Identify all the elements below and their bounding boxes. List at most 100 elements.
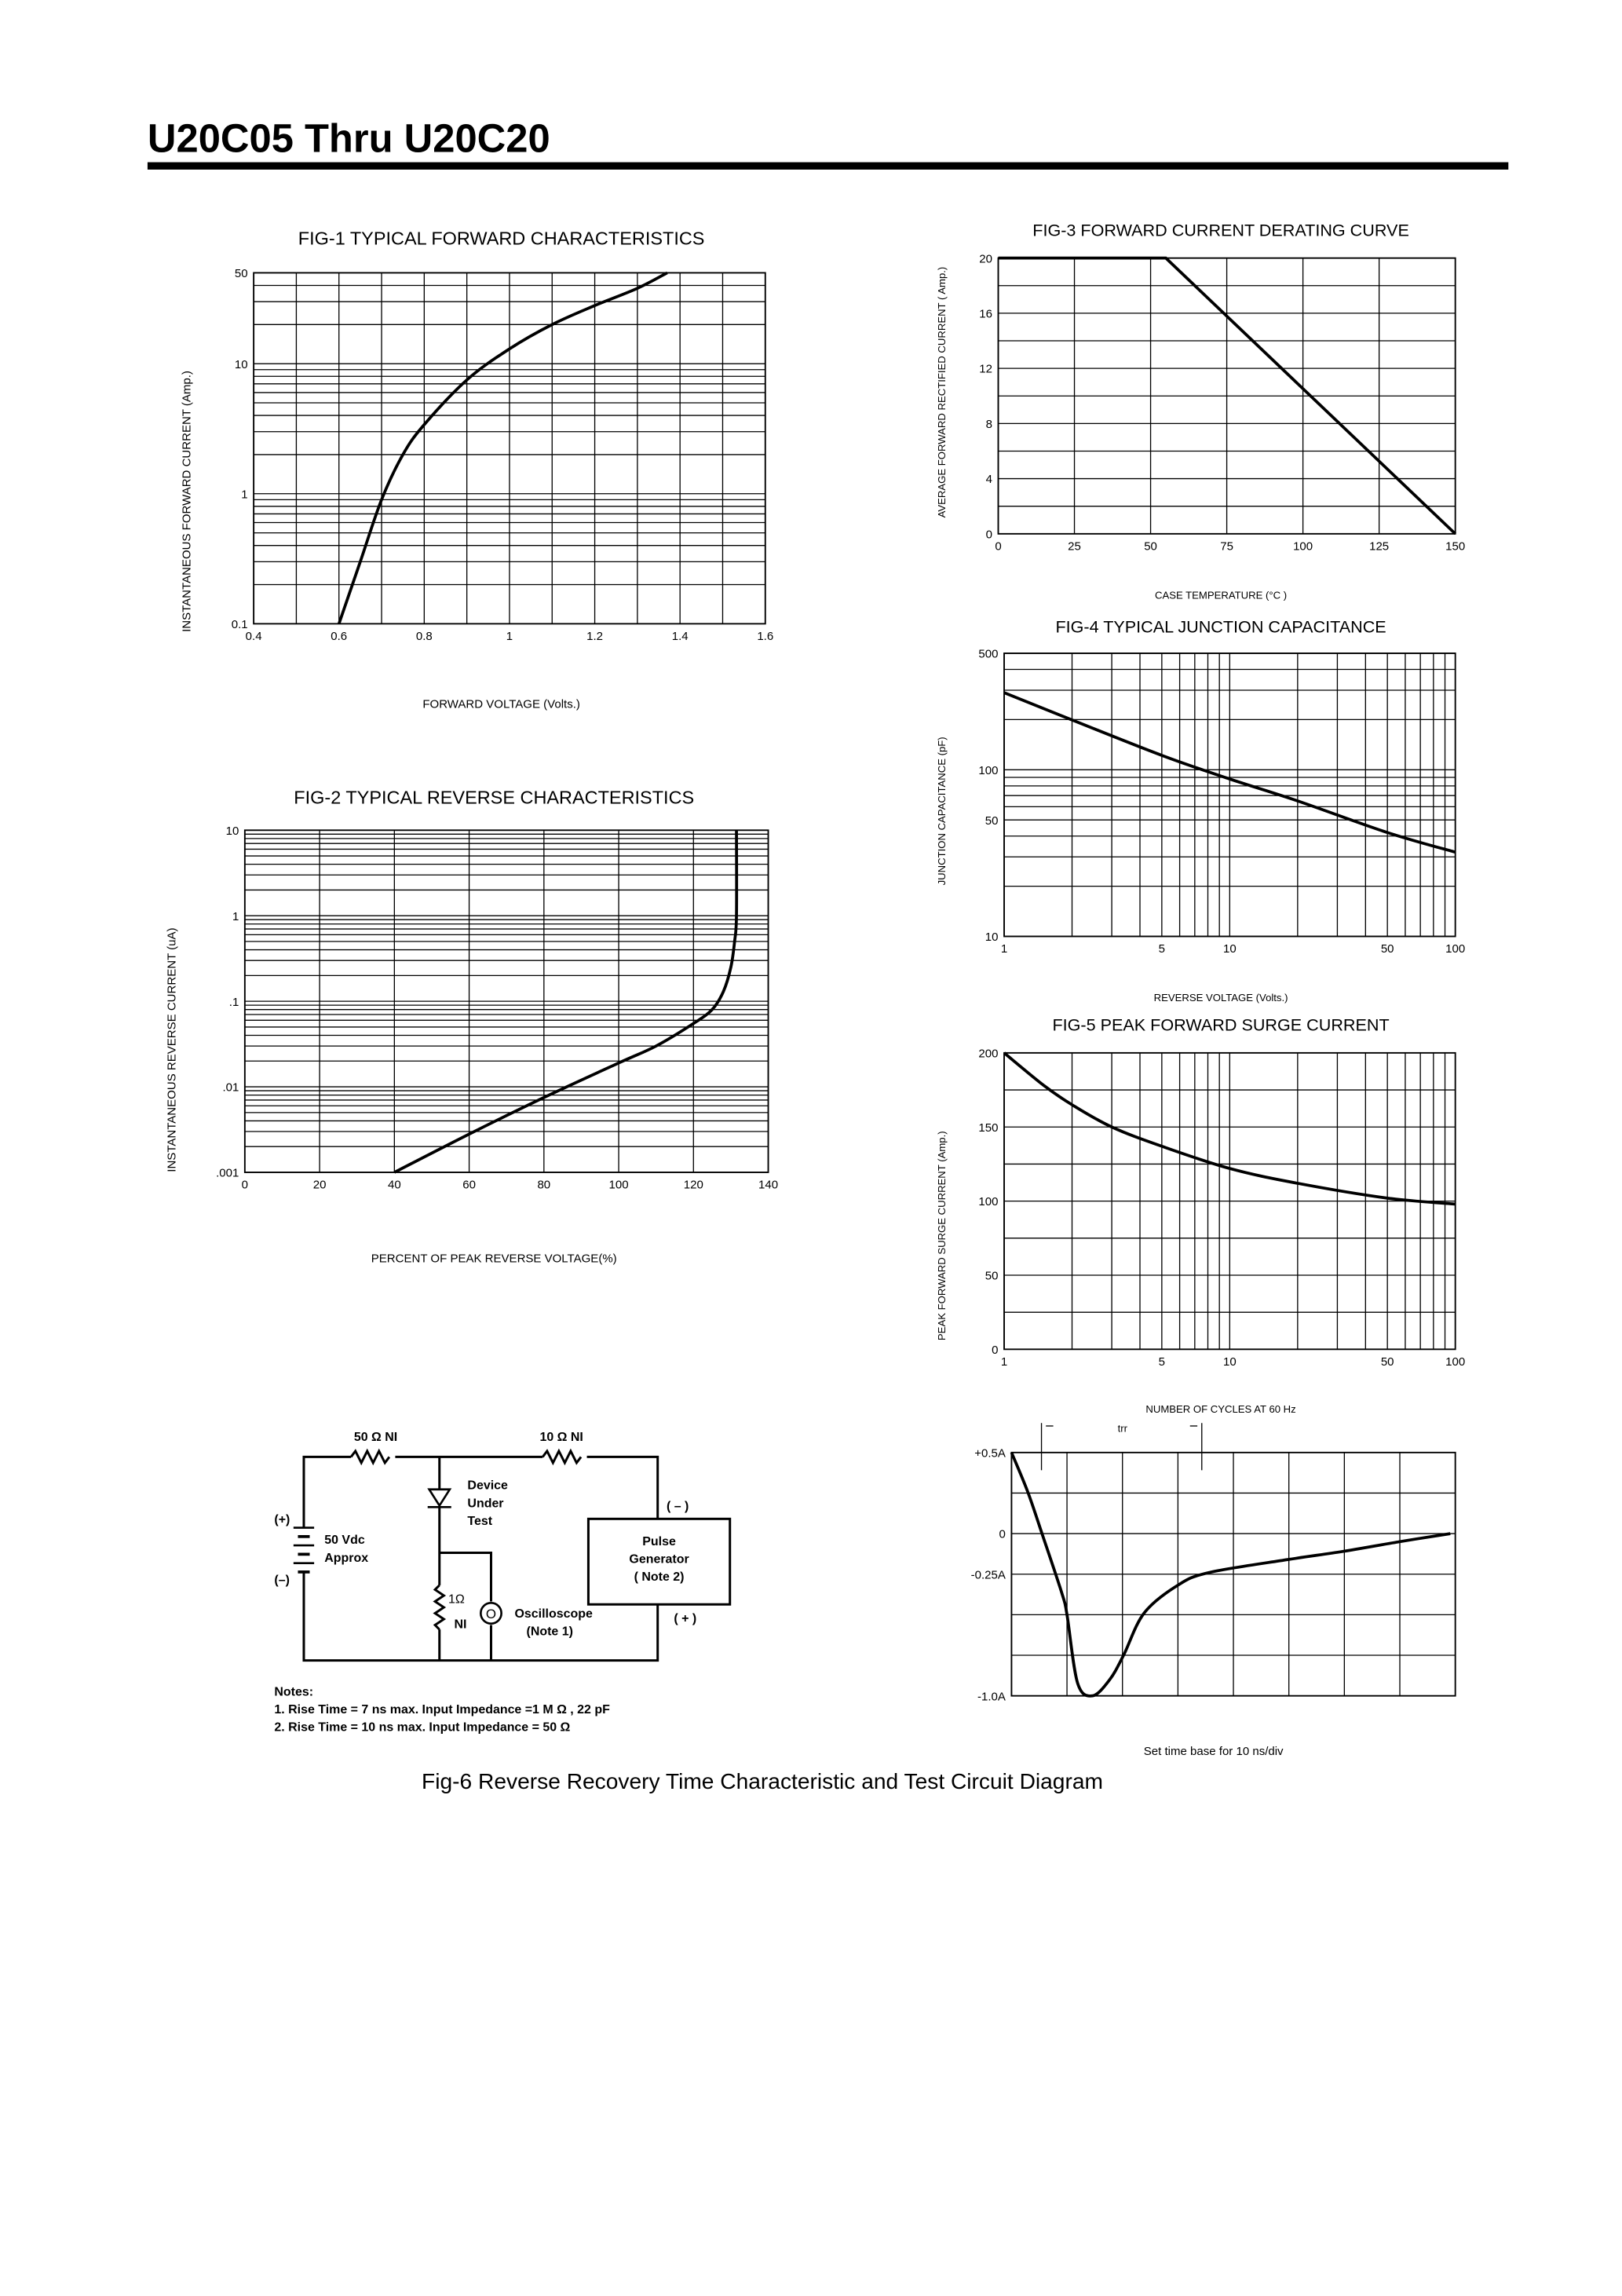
dut-label-3: Test: [467, 1515, 492, 1528]
fig4-chart: FIG-4 TYPICAL JUNCTION CAPACITANCE REVER…: [936, 617, 1465, 1004]
circuit-wires: [302, 1455, 659, 1662]
x-tick-label: 50: [1144, 539, 1157, 553]
y-tick-label: 50: [235, 267, 248, 280]
pulse-plus: ( + ): [674, 1612, 696, 1625]
x-tick-label: 0: [242, 1179, 248, 1192]
fig1-title: FIG-1 TYPICAL FORWARD CHARACTERISTICS: [298, 229, 705, 249]
y-tick-label: .001: [216, 1167, 239, 1180]
fig5-chart: FIG-5 PEAK FORWARD SURGE CURRENT NUMBER …: [936, 1015, 1465, 1415]
y-tick-label: 10: [985, 930, 999, 944]
x-tick-label: 5: [1159, 1355, 1165, 1369]
note-2: 2. Rise Time = 10 ns max. Input Impedanc…: [274, 1721, 570, 1735]
fig4-xlabel: REVERSE VOLTAGE (Volts.): [1154, 992, 1288, 1004]
fig4-plot: 1 5 10 50 100 500 100 50 10: [978, 648, 1465, 956]
x-tick-label: 25: [1068, 539, 1081, 553]
battery-label-1: 50 Vdc: [324, 1534, 365, 1547]
y-tick-label: 10: [226, 824, 239, 838]
y-tick-label: 16: [979, 308, 992, 321]
r2-label: 10 Ω NI: [539, 1431, 583, 1444]
resistor-1-ohm-icon: [433, 1584, 447, 1631]
y-tick-label: 50: [985, 814, 999, 828]
fig6-caption: Fig-6 Reverse Recovery Time Characterist…: [422, 1769, 1103, 1793]
y-tick-label: 1: [232, 910, 239, 923]
x-tick-label: 0.4: [246, 630, 262, 643]
fig6-trr-label: trr: [1118, 1423, 1128, 1435]
y-tick-label: +0.5A: [974, 1446, 1006, 1460]
scope-label-1: Oscilloscope: [515, 1607, 593, 1621]
x-tick-label: 50: [1381, 942, 1394, 956]
y-tick-label: 100: [978, 764, 998, 777]
data-curve: [998, 256, 1456, 536]
x-tick-label: 50: [1381, 1355, 1394, 1369]
plot-frame: [253, 272, 766, 625]
y-tick-label: 0: [986, 528, 992, 541]
x-tick-label: 0.6: [331, 630, 347, 643]
fig2-title: FIG-2 TYPICAL REVERSE CHARACTERISTICS: [294, 787, 694, 807]
pulse-label-2: Generator: [629, 1553, 689, 1567]
x-tick-label: 80: [537, 1179, 550, 1192]
fig3-xlabel: CASE TEMPERATURE (°C ): [1155, 589, 1287, 601]
fig4-title: FIG-4 TYPICAL JUNCTION CAPACITANCE: [1055, 617, 1386, 637]
fig3-title: FIG-3 FORWARD CURRENT DERATING CURVE: [1032, 220, 1409, 239]
r1-label: 50 Ω NI: [354, 1431, 397, 1444]
x-tick-label: 10: [1223, 942, 1237, 956]
r3-ni: NI: [455, 1618, 467, 1631]
y-tick-label: 20: [979, 252, 992, 265]
x-tick-label: 0: [995, 539, 1001, 553]
pulse-generator-box: [586, 1517, 732, 1606]
plot-frame: [997, 257, 1456, 535]
header-rule: [147, 162, 1509, 170]
x-tick-label: 150: [1445, 539, 1465, 553]
x-tick-label: 60: [462, 1179, 476, 1192]
test-circuit-diagram: O 50 Ω NI 10 Ω NI Device Under Test (+) …: [274, 1431, 732, 1735]
fig2-plot: 0 20 40 60 80 100 120 140 10 1 .1 .01 .001: [216, 824, 778, 1192]
plot-frame: [1010, 1451, 1456, 1697]
pulse-minus: ( – ): [667, 1500, 689, 1513]
r3-label: 1Ω: [448, 1592, 465, 1606]
fig1-chart: FIG-1 TYPICAL FORWARD CHARACTERISTICS FO…: [180, 229, 773, 711]
battery-minus: (–): [274, 1574, 289, 1587]
pulse-label-1: Pulse: [642, 1535, 676, 1548]
y-tick-label: 500: [978, 648, 998, 661]
fig5-ylabel: PEAK FORWARD SURGE CURRENT (Amp.): [936, 1131, 948, 1340]
x-tick-label: 1.6: [757, 630, 773, 643]
fig2-chart: FIG-2 TYPICAL REVERSE CHARACTERISTICS PE…: [166, 787, 778, 1265]
y-tick-label: 8: [986, 418, 992, 431]
x-tick-label: 5: [1159, 942, 1165, 956]
fig5-title: FIG-5 PEAK FORWARD SURGE CURRENT: [1052, 1015, 1389, 1035]
x-tick-label: 140: [758, 1179, 778, 1192]
x-tick-label: 100: [1445, 942, 1465, 956]
battery-icon: [293, 1526, 315, 1574]
plot-frame: [1003, 1051, 1456, 1351]
plot-frame: [1003, 653, 1456, 938]
fig3-chart: FIG-3 FORWARD CURRENT DERATING CURVE CAS…: [936, 220, 1465, 601]
fig6-plot: +0.5A 0 -0.25A -1.0A: [971, 1423, 1456, 1703]
fig2-xlabel: PERCENT OF PEAK REVERSE VOLTAGE(%): [371, 1252, 617, 1266]
x-tick-label: 75: [1220, 539, 1233, 553]
y-tick-label: -1.0A: [977, 1690, 1006, 1703]
x-tick-label: 20: [313, 1179, 327, 1192]
y-tick-label: 150: [978, 1121, 998, 1135]
fig1-xlabel: FORWARD VOLTAGE (Volts.): [422, 697, 580, 711]
data-curve: [1003, 1051, 1456, 1206]
x-tick-label: 1: [506, 630, 513, 643]
x-tick-label: 0.8: [416, 630, 433, 643]
fig3-plot: 0 25 50 75 100 125 150 20 16 12 8 4 0: [979, 252, 1465, 553]
y-tick-label: 12: [979, 363, 992, 376]
data-curve: [393, 830, 739, 1174]
data-curve: [1003, 691, 1456, 854]
battery-label-2: Approx: [324, 1552, 368, 1565]
y-tick-label: 10: [235, 358, 248, 371]
battery-plus: (+): [274, 1513, 290, 1526]
y-tick-label: 50: [985, 1270, 999, 1283]
x-tick-label: 10: [1223, 1355, 1237, 1369]
x-tick-label: 1.2: [586, 630, 603, 643]
dut-label-2: Under: [467, 1497, 503, 1510]
fig1-plot: 0.4 0.6 0.8 1 1.2 1.4 1.6 50 10 1 0.1: [232, 267, 773, 643]
x-tick-label: 125: [1369, 539, 1389, 553]
dut-label-1: Device: [467, 1479, 508, 1493]
x-tick-label: 100: [609, 1179, 629, 1192]
notes-title: Notes:: [274, 1686, 313, 1699]
fig5-plot: 1 5 10 50 100 200 150 100 50 0: [978, 1047, 1465, 1369]
